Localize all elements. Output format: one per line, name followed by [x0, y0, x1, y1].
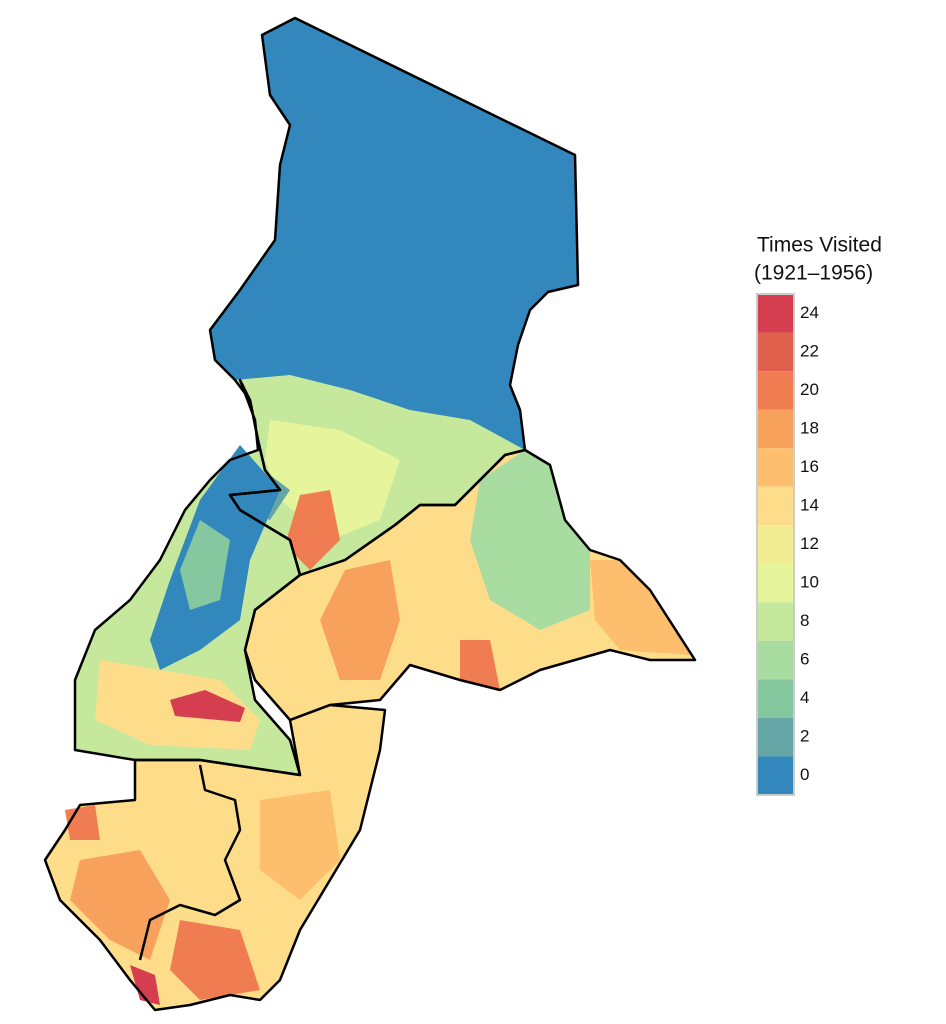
- region: [460, 640, 500, 690]
- legend-tick-label: 20: [800, 380, 819, 399]
- map-regions: [45, 18, 695, 1010]
- legend-tick-label: 10: [800, 573, 819, 592]
- legend-swatch: [757, 294, 794, 333]
- legend-swatch: [757, 756, 794, 795]
- legend-tick-label: 4: [800, 688, 809, 707]
- legend-swatch: [757, 717, 794, 757]
- legend-frame: [756, 293, 795, 796]
- region: [180, 520, 230, 610]
- legend-swatch: [757, 332, 794, 372]
- legend-subtitle: (1921–1956): [754, 262, 873, 285]
- legend-swatch: [757, 409, 794, 449]
- legend-tick-label: 16: [800, 457, 819, 476]
- legend-swatch: [757, 371, 794, 410]
- region: [285, 490, 340, 570]
- region: [260, 790, 340, 900]
- legend-tick-label: 2: [800, 727, 809, 746]
- legend-swatch: [757, 679, 794, 718]
- legend: Times Visited (1921–1956) 24222018161412…: [754, 234, 882, 796]
- legend-tick-label: 12: [800, 534, 819, 553]
- legend-swatch: [757, 486, 794, 526]
- legend-tick-label: 0: [800, 765, 809, 784]
- legend-tick-label: 24: [800, 303, 819, 322]
- region: [130, 965, 160, 1005]
- legend-tick-label: 14: [800, 495, 819, 514]
- border: [138, 764, 242, 961]
- legend-tick-label: 22: [800, 341, 819, 360]
- legend-title: Times Visited: [757, 234, 882, 257]
- region: [170, 920, 260, 1000]
- country-borders: [43, 16, 697, 1012]
- legend-tick-label: 8: [800, 611, 809, 630]
- legend-swatch: [757, 640, 794, 680]
- region: [470, 450, 590, 630]
- legend-swatch: [757, 448, 794, 487]
- border: [43, 703, 387, 1012]
- region: [320, 560, 400, 680]
- legend-tick-label: 18: [800, 418, 819, 437]
- legend-swatch: [757, 525, 794, 564]
- region: [590, 560, 690, 655]
- legend-swatch: [757, 602, 794, 641]
- region: [70, 850, 170, 960]
- legend-tick-label: 6: [800, 650, 809, 669]
- region: [170, 690, 245, 722]
- legend-swatch: [757, 563, 794, 603]
